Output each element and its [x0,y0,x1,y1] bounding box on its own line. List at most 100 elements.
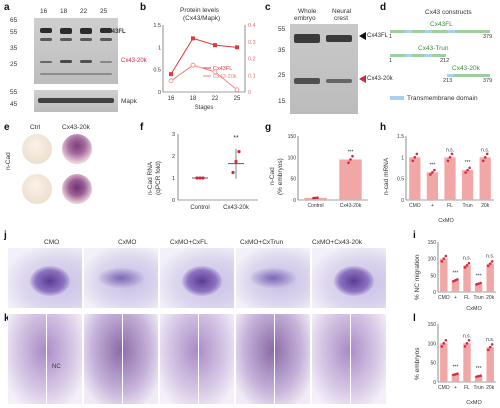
blot-cx43 [34,18,118,84]
chart-b-xtick: 25 [234,96,241,102]
marker-45: 45 [10,102,17,109]
arrow-cx43-20k [359,75,366,83]
chart-b-xtick: 18 [190,96,197,102]
label-mapk: Mapk [121,99,137,106]
chart-i: 0 50 100 150 CMO + *** FL n.s. Trun *** 20k n.s. CxMO [424,236,498,312]
construct-20k-bar [447,74,490,77]
chart-b-xtick: 22 [212,96,219,102]
chart-h-sig: n.s. [481,147,489,153]
col-label-2b: crest [334,16,348,23]
marker-c-25: 25 [278,73,285,80]
legend-label: Transmembrane domain [407,96,478,103]
chart-b: 16 18 22 25Stages00.511.500.10.20.30.4Cx43F… [145,20,265,115]
chart-l-ytick: 100 [428,341,437,347]
chart-l-ytick: 150 [428,322,437,328]
k-image-cxfl [160,314,234,404]
construct-fl-end: 379 [483,35,492,41]
chart-b-title-1: Protein levels [180,8,219,15]
chart-b-axes [163,25,245,92]
chart-l-ytick: 50 [430,361,436,367]
embryo-ctrl-1 [22,134,52,164]
chart-h-point [464,171,467,174]
chart-h-group: CxMO [438,218,454,224]
chart-f-sig: ** [233,135,239,142]
stage-label-18: 18 [60,9,67,16]
chart-b-y2tick: 0.3 [248,40,256,46]
chart-b-point [213,43,217,47]
chart-l-point [464,345,467,348]
panel-label-d: d [380,2,386,13]
chart-b-ytick: 0 [158,90,161,96]
chart-i-sig: n.s. [486,254,494,260]
col-cx43-20k: Cx43-20k [62,125,90,132]
h-ylabel: n-cad mRNA [384,158,391,195]
chart-f-ytick: 2 [172,154,175,160]
label-cx43-20k: Cx43-20k [121,58,147,64]
chart-h-point [414,156,417,159]
chart-i-point [466,264,469,267]
chart-h-point [416,153,419,156]
chart-h-point [429,173,432,176]
chart-h-bar [444,157,455,200]
panel-label-i: i [413,230,416,241]
marker-55b: 55 [10,90,17,97]
chart-i-sig: *** [476,274,482,280]
chart-f-point [237,150,240,153]
l-ylabel: % embryos [415,347,422,380]
chart-l-bar [486,347,493,382]
chart-h-xtick: CMO [409,203,421,209]
chart-g-ytick: 150 [288,134,297,140]
chart-i-xtick: FL [464,295,470,301]
chart-f-xtick: Control [190,205,209,211]
arrow-cx43fl [359,32,366,40]
chart-h-point [484,156,487,159]
chart-l-sig: *** [452,364,458,370]
k-image-cmo: NC [8,314,82,404]
chart-h-bar [462,170,473,200]
k-image-cxtrun [236,314,310,404]
chart-i-point [441,260,444,263]
chart-h-point [468,166,471,169]
j-header-cxtrun: CxMO+CxTrun [240,240,283,247]
chart-f-point [201,176,204,179]
chart-h-point [466,169,469,172]
chart-f-axes [178,134,258,200]
construct-fl-start: 1 [389,35,392,41]
chart-h-point [431,171,434,174]
chart-h-xtick: FL [447,203,453,209]
chart-l-point [456,372,459,375]
k-nc-label-1: NC [52,364,61,370]
chart-g-point [349,158,352,161]
chart-h-point [412,159,415,162]
chart-h-point [447,159,450,162]
chart-i-sig: n.s. [463,255,471,261]
construct-fl-bar [390,30,490,33]
chart-i-xtick: CMO [438,295,450,301]
panel-label-j: j [4,230,7,241]
chart-h-bar [480,157,491,200]
chart-i-ytick: 0 [433,290,436,296]
label-c-fl: Cx43FL [367,33,388,39]
marker-c-15: 15 [278,99,285,106]
chart-h-bar [409,157,420,200]
chart-l-point [491,343,494,346]
chart-l-bar [440,343,447,382]
j-image-cmo [8,248,82,308]
construct-20k-start: 213 [443,79,452,85]
marker-c-35: 35 [278,48,285,55]
chart-g-xtick: Cx43-20k [340,203,362,209]
chart-i-bar [463,265,470,292]
construct-trun-start: 1 [389,59,392,65]
construct-trun-bar [390,54,446,57]
constructs-title: Cx43 constructs [425,10,472,17]
chart-h-ytick: 1.5 [397,134,404,140]
embryo-ctrl-2 [22,174,52,204]
chart-i-point [464,266,467,269]
col-ctrl: Ctrl [30,125,40,132]
j-header-cxmo: CxMO [118,240,136,247]
blot-mapk [34,90,118,112]
chart-g: 050100150Control Cx43-20k*** [284,128,374,226]
chart-b-xlabel: Stages [195,105,214,111]
chart-h-xtick: + [431,203,434,209]
j-header-cx20k: CxMO+Cx43-20k [312,240,362,247]
